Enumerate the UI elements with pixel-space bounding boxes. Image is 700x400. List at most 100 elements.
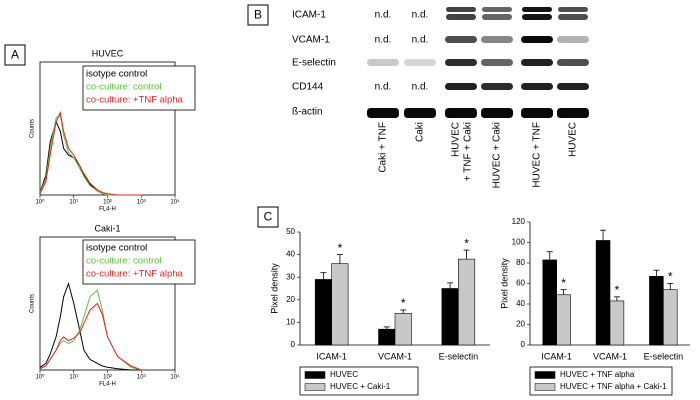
blot-band [481,59,513,66]
histogram-curve [39,289,142,371]
x-tick-label: 10⁰ [35,199,45,206]
blot-band [481,108,513,118]
blot-band [521,36,553,43]
blot-band [445,83,477,90]
blot-band [481,36,513,43]
x-tick-label: 10⁴ [170,199,180,206]
bar [458,258,476,346]
legend-entry: co-culture: +TNF alpha [86,269,184,280]
blot-band [557,36,589,43]
y-tick-label: 40 [286,250,295,259]
blot-lane-label: HUVEC [451,122,462,157]
blot-band [558,14,588,20]
blot-band [522,7,552,12]
y-tick-label: 80 [516,258,525,267]
bar [649,276,664,346]
bar [314,279,332,346]
y-tick-label: 100 [512,238,526,247]
blot-band [557,59,589,66]
blot-band [446,14,476,20]
bar [663,289,678,346]
bar [595,240,611,346]
blot-band [557,83,589,90]
chart-title: Caki-1 [94,223,120,233]
blot-band [521,83,553,90]
blot-row-label: ß-actin [292,107,323,118]
blot-row-label: ICAM-1 [292,10,326,21]
blot-band [404,108,436,118]
blot-band [404,59,436,66]
blot-lane-label: Caki [415,122,426,142]
legend-entry: co-culture: +TNF alpha [86,95,184,106]
blot-band [445,59,477,66]
histogram-curve [39,110,142,196]
panel-label: A [11,48,19,62]
blot-band [482,7,512,12]
blot-band [521,59,553,66]
y-tick-label: 20 [286,295,295,304]
significance-mark: * [464,236,469,250]
x-tick-label: 10² [103,200,112,206]
legend-box [82,239,196,285]
x-tick-label: E-selectin [644,351,684,361]
x-tick-label: ICAM-1 [541,351,572,361]
blot-nd: n.d. [375,10,392,21]
y-tick-label: 20 [516,320,525,329]
y-tick-label: 0 [291,340,296,349]
x-axis-label: FL4-H [99,382,116,388]
blot-band [558,7,588,12]
legend-swatch [534,371,556,379]
blot-row-label: CD144 [292,82,324,93]
significance-mark: * [668,270,673,284]
x-tick-label: 10⁴ [170,374,180,381]
x-axis-label: FL4-H [99,207,116,213]
y-axis-label: Pixel density [269,263,279,314]
legend-entry: co-culture: control [86,256,162,267]
x-tick-label: 10³ [137,200,146,206]
blot-nd: n.d. [412,10,429,21]
blot-row-label: E-selectin [292,58,336,69]
blot-lane-label: Caki + TNF [378,122,389,173]
bar [441,288,459,346]
y-tick-label: 30 [286,272,295,281]
legend-entry: isotype control [86,243,147,254]
blot-band [481,83,513,90]
x-tick-label: E-selectin [439,351,479,361]
blot-band [521,108,553,118]
blot-band [557,108,589,118]
significance-mark: * [615,283,620,297]
legend-entry: HUVEC + TNF alpha [560,370,635,379]
blot-lane-label: + TNF + Caki [463,122,474,181]
histogram-curve [39,114,142,196]
x-tick-label: 10² [103,375,112,381]
y-axis-label: Counts [30,294,36,313]
bar [331,263,349,346]
blot-row-label: VCAM-1 [292,35,330,46]
panel-label-box [247,4,269,26]
blot-nd: n.d. [412,82,429,93]
x-tick-label: 10¹ [69,375,78,381]
x-tick-label: VCAM-1 [593,351,627,361]
blot-nd: n.d. [375,35,392,46]
x-tick-label: 10⁰ [35,374,45,381]
legend-entry: co-culture: control [86,82,162,93]
blot-lane-label: HUVEC [568,122,579,157]
panel-label: B [254,8,262,22]
legend-swatch [534,383,556,391]
significance-mark: * [401,296,406,310]
y-axis-label: Counts [30,119,36,138]
bar [556,294,571,346]
y-tick-label: 60 [516,279,525,288]
histogram-curve [39,302,142,371]
y-axis-label: Pixel density [499,258,509,309]
blot-lane-label: HUVEC + Caki [492,122,503,188]
blot-band [367,59,399,66]
legend-swatch [304,383,326,391]
y-tick-label: 10 [286,318,295,327]
y-tick-label: 50 [286,227,295,236]
bar [394,313,412,346]
legend-entry: HUVEC + TNF alpha + Caki-1 [560,382,667,391]
panel-label-box [4,44,26,66]
panel-label: C [264,210,273,224]
y-tick-label: 40 [516,299,525,308]
